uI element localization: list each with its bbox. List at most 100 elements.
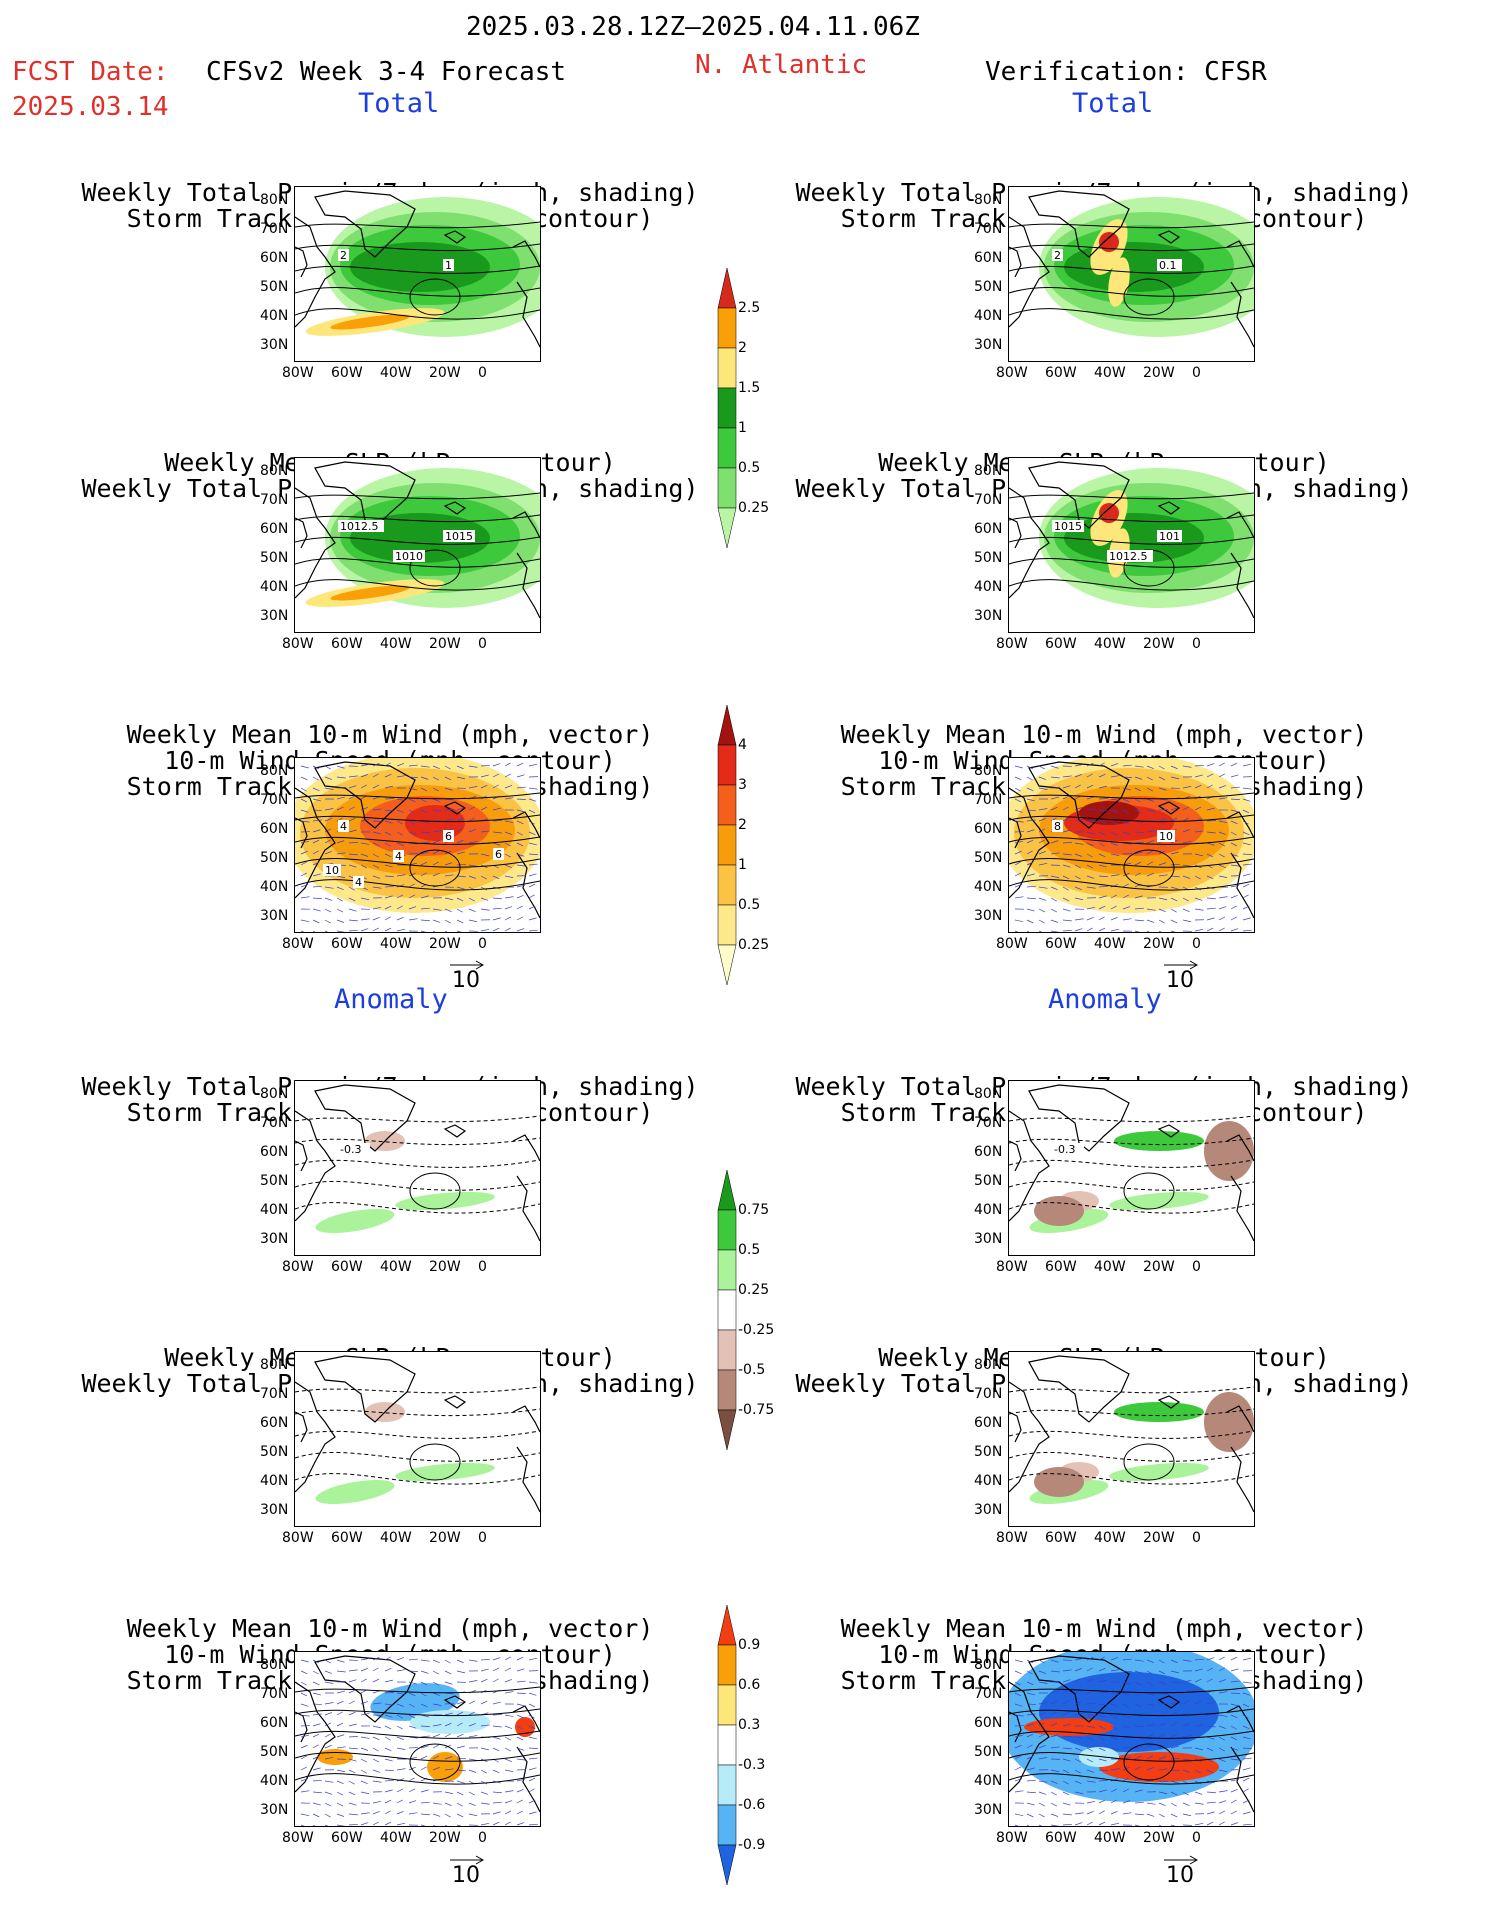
contour-line (1009, 536, 1254, 545)
colorbar-swatch (717, 864, 737, 906)
lat-tick-label: 30N (974, 1802, 1003, 1818)
contour-label: 2 (1054, 249, 1061, 262)
colorbar-swatch (717, 307, 737, 349)
section-anomaly-right: Anomaly (1048, 984, 1162, 1015)
lat-tick-label: 70N (260, 792, 289, 808)
contour-line (295, 265, 540, 274)
colorbar-swatch (717, 427, 737, 469)
colorbar-label: 0.3 (738, 1717, 761, 1733)
contour-line (1009, 1730, 1254, 1739)
contour-label: 2 (340, 249, 347, 262)
contour-line (295, 1730, 540, 1739)
lon-tick-label: 40W (380, 1259, 412, 1275)
lon-tick-label: 40W (380, 636, 412, 652)
lat-tick-label: 80N (974, 1357, 1003, 1373)
fcst-date: 2025.03.14 (12, 92, 169, 122)
contour-ring (1123, 278, 1175, 316)
lat-tick-label: 80N (260, 192, 289, 208)
contour-label: 101 (1159, 530, 1180, 543)
contour-ring (1123, 1443, 1175, 1481)
vector-reference-label: 10 (452, 1863, 480, 1888)
contour-line (295, 1159, 540, 1168)
lon-tick-label: 60W (1045, 936, 1077, 952)
colorbar-swatch (717, 1329, 737, 1371)
contour-label: 6 (495, 848, 502, 861)
lat-tick-label: 40N (974, 879, 1003, 895)
coastline (295, 190, 540, 348)
colorbar-swatch (717, 1644, 737, 1686)
lon-tick-label: 80W (282, 636, 314, 652)
colorbar-label: 0.25 (738, 1282, 770, 1298)
anom-precip-wet (315, 1479, 395, 1505)
colorbar-label: 0.5 (738, 460, 761, 476)
contour-line (295, 858, 540, 868)
colorbar-label: 4 (738, 737, 747, 753)
lat-tick-label: 50N (974, 1744, 1003, 1760)
contour-label: 1015 (1054, 520, 1082, 533)
lat-tick-label: 80N (260, 763, 289, 779)
lat-tick-label: 60N (974, 821, 1003, 837)
anom-precip-wet-mid (1114, 1131, 1204, 1151)
contour-line (1009, 1452, 1254, 1462)
colorbar-swatch (717, 1369, 737, 1411)
contour-label: 4 (395, 850, 402, 863)
lat-tick-label: 80N (260, 1086, 289, 1102)
vector-reference-arrow (1164, 960, 1199, 970)
lat-tick-label: 30N (260, 608, 289, 624)
lon-tick-label: 60W (1045, 365, 1077, 381)
contour-line (1009, 243, 1254, 252)
lat-tick-label: 80N (974, 463, 1003, 479)
contour-label: 6 (445, 830, 452, 843)
lat-tick-label: 70N (974, 1686, 1003, 1702)
lon-tick-label: 20W (429, 365, 461, 381)
lon-tick-label: 0 (478, 936, 487, 952)
colorbar-swatch (717, 1804, 737, 1846)
lat-tick-label: 40N (260, 1202, 289, 1218)
contour-line (1009, 1708, 1254, 1717)
anom-precip-dry-dark (1204, 1121, 1254, 1181)
colorbar-swatch (717, 744, 737, 786)
anom-precip-wet (315, 1208, 395, 1234)
precip-shade-orange (330, 585, 410, 601)
contour-line (295, 536, 540, 545)
lat-tick-label: 80N (260, 1657, 289, 1673)
date-range: 2025.03.28.12Z–2025.04.11.06Z (466, 12, 920, 42)
contour-line (295, 1137, 540, 1146)
lon-tick-label: 40W (1094, 1830, 1126, 1846)
anom-precip-dry-dark (1204, 1392, 1254, 1452)
lon-tick-label: 0 (1192, 936, 1201, 952)
lat-tick-label: 60N (260, 1415, 289, 1431)
verification-label: Verification: CFSR (985, 57, 1267, 87)
lon-tick-label: 0 (1192, 636, 1201, 652)
contour-line (295, 1452, 540, 1462)
map-panel-fc-anom-wind-track (294, 1651, 541, 1827)
colorbar-label: -0.75 (738, 1402, 775, 1418)
lat-tick-label: 50N (260, 1173, 289, 1189)
contour-line (295, 836, 540, 845)
lat-tick-label: 30N (260, 1231, 289, 1247)
vector-reference-label: 10 (1166, 968, 1194, 993)
precip-shade-red (1099, 503, 1119, 523)
lat-tick-label: 80N (974, 1657, 1003, 1673)
colorbar-4 (717, 1604, 737, 1886)
wind-vectors (1014, 1656, 1252, 1826)
lat-tick-label: 70N (974, 221, 1003, 237)
lon-tick-label: 0 (478, 1830, 487, 1846)
anom-precip-dry-dark (1034, 1467, 1084, 1497)
lat-tick-label: 50N (974, 279, 1003, 295)
contour-line (295, 579, 540, 591)
contour-line (1009, 1408, 1254, 1417)
lat-tick-label: 50N (974, 1173, 1003, 1189)
lat-tick-label: 70N (974, 492, 1003, 508)
lat-tick-label: 40N (260, 1773, 289, 1789)
lon-tick-label: 20W (1143, 365, 1175, 381)
contour-label: 4 (340, 820, 347, 833)
anom-track-neg-light (410, 1710, 490, 1734)
contour-label: 0.1 (1159, 259, 1177, 272)
lat-tick-label: 70N (974, 1115, 1003, 1131)
lon-tick-label: 60W (331, 1830, 363, 1846)
contour-label: 1015 (445, 530, 473, 543)
colorbar-label: -0.9 (738, 1837, 766, 1853)
contour-line (295, 1408, 540, 1417)
anom-track-neg-light (1079, 1747, 1119, 1767)
